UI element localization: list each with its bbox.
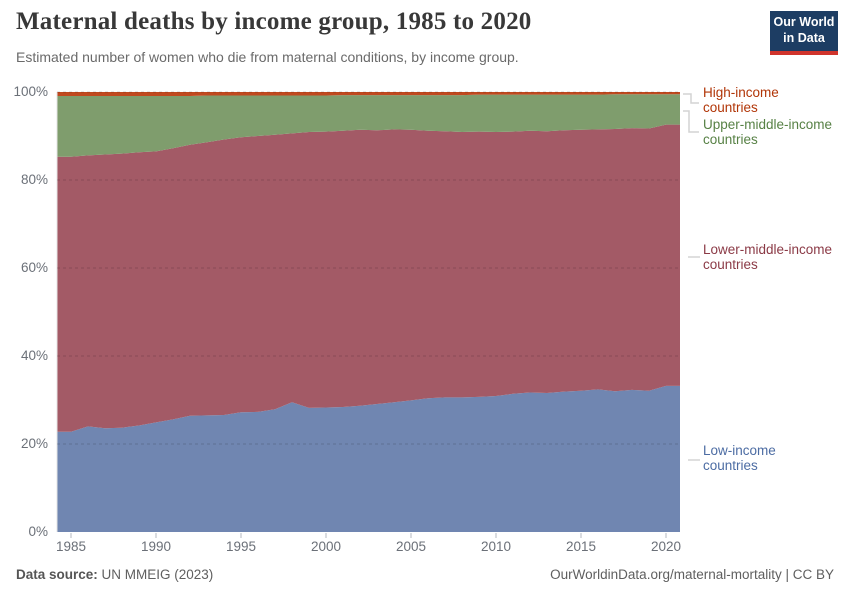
area-high-income[interactable] — [57, 92, 680, 96]
y-tick-label: 60% — [20, 260, 48, 275]
legend-item-lower-middle-income[interactable]: Lower-middle-income countries — [703, 242, 835, 272]
x-tick-label: 1990 — [140, 539, 172, 554]
area-upper-middle-income[interactable] — [57, 94, 680, 157]
chart-subtitle: Estimated number of women who die from m… — [16, 49, 519, 65]
area-lower-middle-income[interactable] — [57, 124, 680, 432]
y-tick-label: 0% — [28, 524, 48, 539]
legend-item-high-income[interactable]: High-income countries — [703, 85, 835, 115]
legend-label-line: Upper-middle-income — [703, 117, 833, 132]
page-title: Maternal deaths by income group, 1985 to… — [16, 8, 532, 35]
owid-logo-line2: in Data — [783, 31, 825, 45]
y-tick-label: 100% — [13, 84, 48, 99]
data-source-label: Data source: — [16, 567, 98, 582]
x-tick-label: 1985 — [55, 539, 87, 554]
connector-high-income — [683, 93, 699, 104]
legend-label-line: countries — [703, 256, 758, 272]
legend-label-line: Low-income — [703, 443, 776, 458]
y-tick-label: 80% — [20, 172, 48, 187]
owid-logo-line1: Our World — [773, 15, 835, 29]
x-tick-label: 2015 — [565, 539, 597, 554]
legend-label-line: countries — [703, 131, 758, 147]
owid-logo: Our World in Data — [770, 11, 838, 55]
x-tick-label: 2020 — [650, 539, 682, 554]
legend-label-line: countries — [703, 457, 758, 473]
x-tick-label: 2010 — [480, 539, 512, 554]
data-source-value: UN MMEIG (2023) — [97, 567, 214, 582]
x-tick-label: 2005 — [395, 539, 427, 554]
area-low-income[interactable] — [57, 385, 680, 532]
legend-label-line: countries — [703, 99, 758, 115]
x-tick-label: 2000 — [310, 539, 342, 554]
legend-item-low-income[interactable]: Low-income countries — [703, 443, 835, 473]
connector-upper-middle-income — [683, 110, 699, 133]
y-tick-label: 20% — [20, 436, 48, 451]
data-source-note: Data source: UN MMEIG (2023) — [16, 567, 213, 582]
legend-label-line: Lower-middle-income — [703, 242, 833, 257]
legend-label-line: High-income — [703, 85, 779, 100]
credit-link[interactable]: OurWorldinData.org/maternal-mortality | … — [550, 567, 834, 582]
x-tick-label: 1995 — [225, 539, 257, 554]
y-tick-label: 40% — [20, 348, 48, 363]
legend-item-upper-middle-income[interactable]: Upper-middle-income countries — [703, 117, 835, 147]
